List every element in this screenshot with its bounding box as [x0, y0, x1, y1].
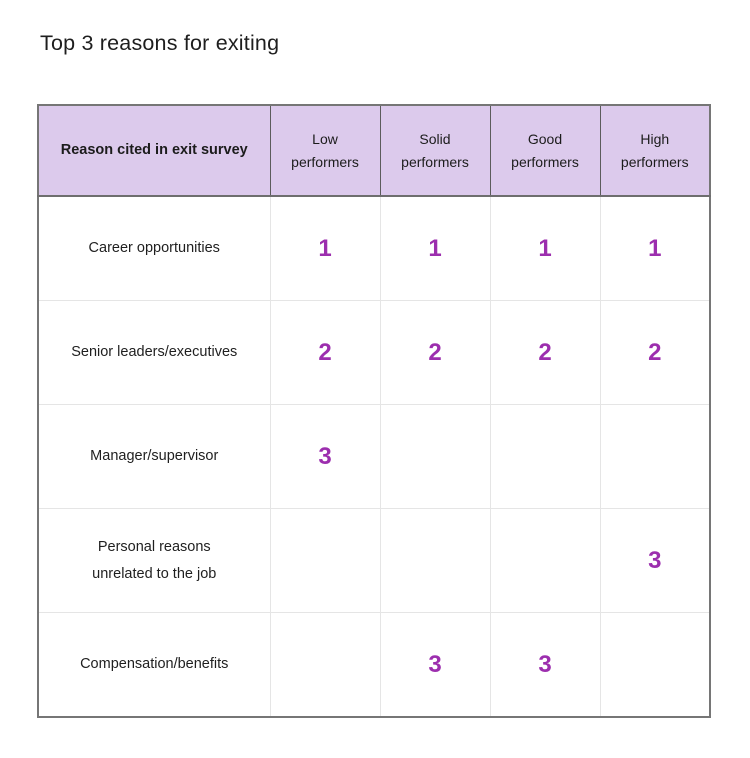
table-row: Senior leaders/executives 2 2 2 2: [37, 300, 711, 405]
reason-cell: Career opportunities: [37, 195, 271, 301]
rank-cell: [599, 404, 711, 509]
header-row: Reason cited in exit survey Low performe…: [37, 104, 711, 197]
reason-cell: Manager/supervisor: [37, 404, 271, 509]
rank-cell: 1: [379, 195, 491, 301]
exit-reasons-table: Reason cited in exit survey Low performe…: [37, 104, 711, 718]
rank-cell: 2: [489, 300, 601, 405]
reason-cell: Senior leaders/executives: [37, 300, 271, 405]
rank-cell: 2: [379, 300, 491, 405]
reason-cell: Compensation/benefits: [37, 612, 271, 718]
table-row: Manager/supervisor 3: [37, 404, 711, 509]
table-row: Career opportunities 1 1 1 1: [37, 195, 711, 301]
rank-cell: [269, 612, 381, 718]
rank-cell: [269, 508, 381, 613]
page-title: Top 3 reasons for exiting: [40, 31, 280, 55]
rank-cell: [379, 404, 491, 509]
rank-cell: 3: [489, 612, 601, 718]
table-row: Compensation/benefits 3 3: [37, 612, 711, 718]
rank-cell: 1: [489, 195, 601, 301]
rank-cell: 3: [599, 508, 711, 613]
rank-cell: [489, 508, 601, 613]
reason-cell: Personal reasons unrelated to the job: [37, 508, 271, 613]
rank-cell: 2: [599, 300, 711, 405]
header-cell-reason: Reason cited in exit survey: [37, 104, 271, 197]
rank-cell: 2: [269, 300, 381, 405]
rank-cell: 1: [269, 195, 381, 301]
table-row: Personal reasons unrelated to the job 3: [37, 508, 711, 613]
rank-cell: [599, 612, 711, 718]
rank-cell: 3: [379, 612, 491, 718]
rank-cell: 3: [269, 404, 381, 509]
header-cell-good-performers: Good performers: [489, 104, 601, 197]
header-cell-solid-performers: Solid performers: [379, 104, 491, 197]
header-cell-high-performers: High performers: [599, 104, 711, 197]
rank-cell: 1: [599, 195, 711, 301]
header-cell-low-performers: Low performers: [269, 104, 381, 197]
rank-cell: [379, 508, 491, 613]
rank-cell: [489, 404, 601, 509]
